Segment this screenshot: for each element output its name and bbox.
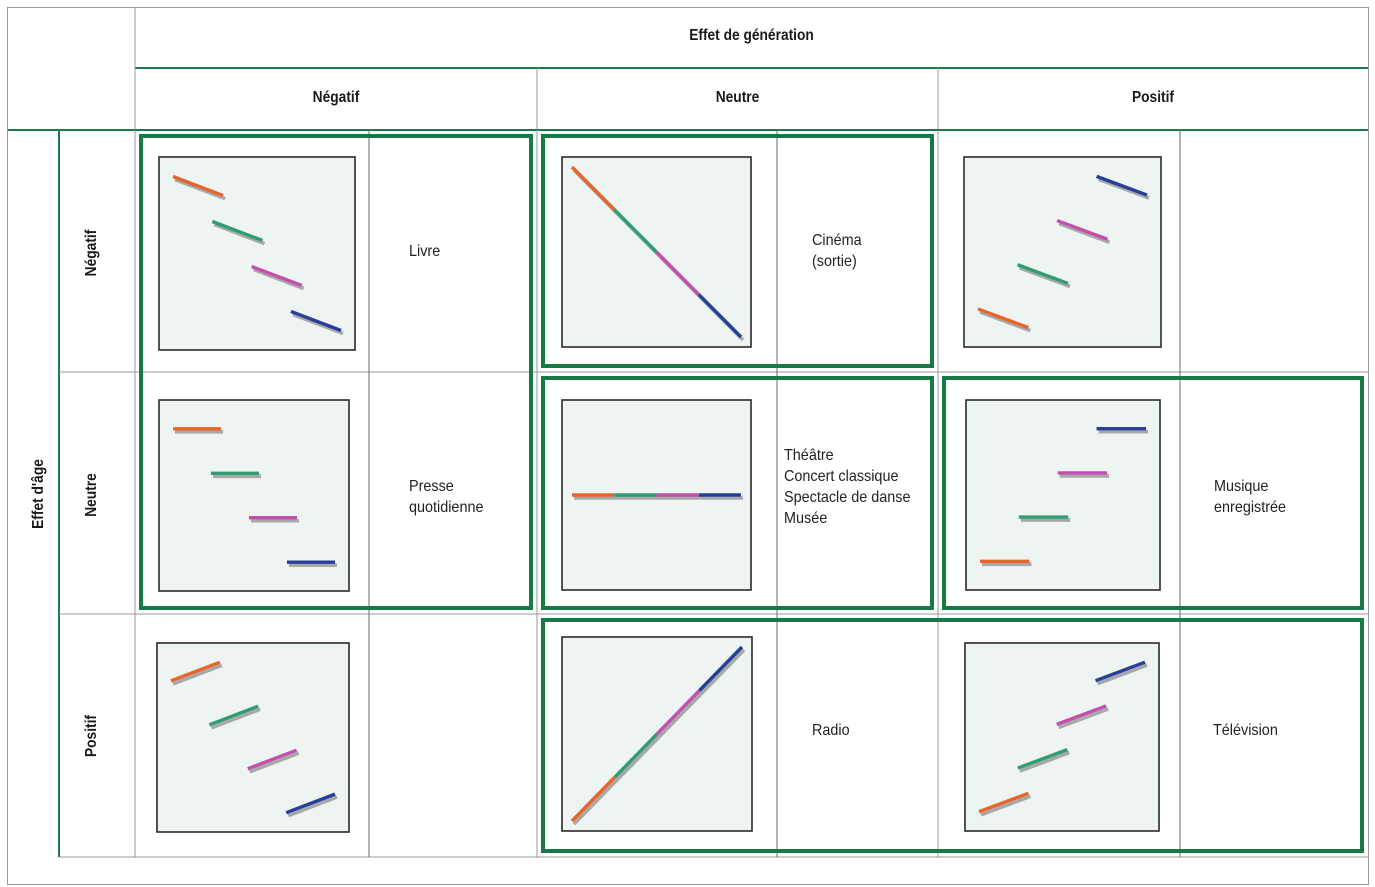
- cell-label-spectacle-vivant: Théâtre Concert classique Spectacle de d…: [784, 447, 911, 527]
- cohort-line-shadow: [252, 267, 305, 291]
- cohort-line-3: [655, 250, 700, 296]
- cohort-line-1: [570, 776, 616, 823]
- cohort-line-3: [247, 748, 298, 771]
- column-header-positif: Positif: [1131, 89, 1175, 106]
- cohort-line-shadow: [172, 663, 223, 686]
- cohort-line-2: [208, 704, 259, 727]
- age-effect-title: Effet d'âge: [30, 459, 47, 529]
- cohort-line-shadow: [292, 312, 344, 336]
- row-header-positif: Positif: [83, 714, 100, 758]
- cohort-line-1: [570, 165, 616, 211]
- cohort-line-2: [1017, 748, 1068, 770]
- cohort-line-1: [977, 307, 1030, 330]
- cohort-line-shadow: [979, 310, 1032, 333]
- row-header-neutre: Neutre: [83, 473, 100, 517]
- cell-label-musique: Musique enregistrée: [1214, 478, 1287, 516]
- cohort-line-4: [285, 792, 336, 815]
- cohort-line-shadow: [657, 692, 703, 739]
- cohort-line-4: [290, 309, 342, 333]
- cohort-line-4: [1094, 660, 1146, 683]
- cohort-line-3: [655, 689, 701, 736]
- cohort-line-shadow: [213, 222, 266, 246]
- column-header-neutre: Neutre: [715, 89, 760, 106]
- cohort-line-shadow: [1019, 750, 1070, 773]
- cohort-line-4: [697, 293, 743, 339]
- cohort-line-shadow: [287, 795, 338, 818]
- cohort-line-3: [1056, 704, 1107, 726]
- cell-label-radio: Radio: [812, 722, 850, 739]
- cohort-line-shadow: [174, 177, 226, 201]
- cell-label-cinema: Cinéma (sortie): [812, 232, 862, 270]
- highlight-group-4: [942, 376, 1364, 610]
- cohort-line-2: [211, 219, 263, 243]
- cohort-line-shadow: [249, 751, 300, 774]
- row-header-negatif: Négatif: [83, 229, 100, 277]
- cohort-line-4: [698, 645, 744, 692]
- highlight-group-1: [139, 134, 533, 610]
- cohort-line-2: [613, 732, 659, 779]
- cohort-line-4: [1095, 174, 1148, 197]
- cohort-line-shadow: [572, 779, 618, 826]
- mini-chart-0-0: [158, 156, 356, 351]
- cohort-line-shadow: [980, 794, 1032, 817]
- cohort-line-1: [172, 174, 224, 198]
- cohort-line-1: [170, 660, 221, 683]
- cohort-line-3: [251, 264, 303, 288]
- cell-label-livre: Livre: [409, 243, 441, 260]
- cohort-line-shadow: [1018, 266, 1071, 289]
- cell-label-presse: Presse quotidienne: [409, 478, 484, 516]
- generation-effect-title: Effet de génération: [689, 27, 814, 44]
- cohort-line-shadow: [615, 735, 661, 782]
- cohort-line-shadow: [1097, 177, 1150, 200]
- cohort-line-shadow: [210, 707, 261, 730]
- cohort-line-1: [978, 791, 1030, 814]
- cohort-line-3: [1056, 218, 1109, 241]
- cohort-line-2: [1016, 263, 1069, 286]
- cohort-line-shadow: [1096, 663, 1148, 686]
- highlight-group-5: [541, 618, 1364, 853]
- cohort-line-2: [613, 208, 658, 254]
- cohort-line-shadow: [1058, 707, 1109, 730]
- cohort-line-shadow: [700, 648, 746, 695]
- column-header-negatif: Négatif: [312, 89, 360, 106]
- highlight-group-2: [541, 134, 934, 368]
- cell-label-television: Télévision: [1213, 722, 1278, 739]
- cohort-line-shadow: [1058, 221, 1111, 244]
- highlight-group-3: [541, 376, 934, 610]
- outer-frame: [7, 7, 1369, 885]
